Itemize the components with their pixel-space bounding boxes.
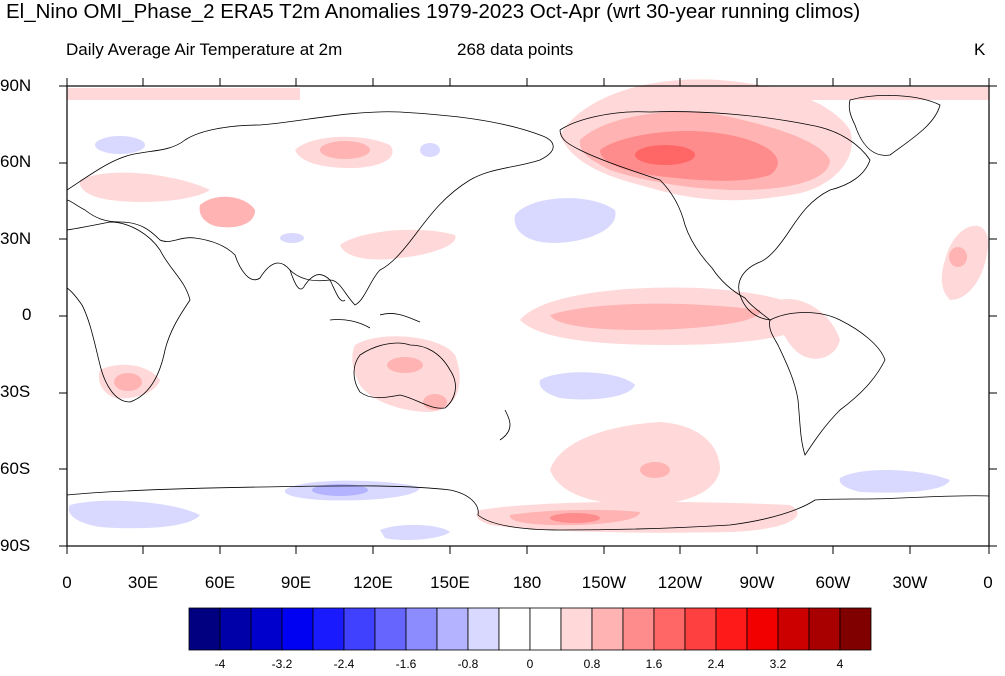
colorbar-swatch [467, 607, 500, 651]
colorbar-tick-label: 1.6 [645, 657, 663, 671]
map-title: El_Nino OMI_Phase_2 ERA5 T2m Anomalies 1… [6, 0, 861, 23]
lon-label-180: 180 [512, 573, 542, 592]
colorbar-tick-label: 2.4 [707, 657, 725, 671]
lon-label-150e: 150E [430, 573, 470, 592]
colorbar-tick-label: -3.2 [271, 657, 293, 671]
colorbar-tick-label: -0.8 [457, 657, 479, 671]
colorbar-tick-label: 0 [526, 657, 534, 671]
colorbar-swatch [839, 607, 872, 651]
axis-ticks [59, 78, 997, 554]
lat-label-eq: 0 [22, 305, 32, 324]
units-label: K [974, 40, 986, 59]
colorbar-tick-label: -1.6 [395, 657, 417, 671]
colorbar-swatch [684, 607, 717, 651]
lon-label-0: 0 [62, 573, 72, 592]
colorbar-tick-label: 0.8 [583, 657, 601, 671]
colorbar-swatch [374, 607, 407, 651]
colorbar-swatch [188, 607, 221, 651]
colorbar-swatch [219, 607, 252, 651]
lat-label-60s: 60S [0, 459, 31, 478]
lat-label-60n: 60N [0, 152, 32, 171]
anomaly-field [67, 79, 989, 540]
colorbar-swatch [591, 607, 624, 651]
lon-label-150w: 150W [581, 573, 627, 592]
colorbar-swatch [281, 607, 314, 651]
lon-label-90e: 90E [280, 573, 312, 592]
lat-label-30s: 30S [0, 382, 31, 401]
colorbar-swatch [746, 607, 779, 651]
colorbar-swatch [653, 607, 686, 651]
colorbar-swatch [405, 607, 438, 651]
lon-label-60e: 60E [204, 573, 236, 592]
coastlines [66, 95, 990, 531]
colorbar-swatch [560, 607, 593, 651]
colorbar-swatch [343, 607, 376, 651]
lat-label-30n: 30N [0, 229, 32, 248]
colorbar-swatch [777, 607, 810, 651]
map-subtitle: Daily Average Air Temperature at 2m [66, 40, 343, 59]
lon-label-90w: 90W [739, 573, 775, 592]
lon-label-30e: 30E [127, 573, 159, 592]
colorbar-swatch [312, 607, 345, 651]
colorbar-swatch [250, 607, 283, 651]
lat-label-90s: 90S [0, 536, 31, 555]
lat-label-90n: 90N [0, 76, 32, 95]
colorbar [188, 607, 872, 651]
colorbar-tick-label: -4 [214, 657, 226, 671]
lon-label-60w: 60W [815, 573, 851, 592]
data-count: 268 data points [457, 40, 574, 59]
colorbar-swatch [529, 607, 562, 651]
colorbar-swatch [808, 607, 841, 651]
colorbar-swatch [622, 607, 655, 651]
colorbar-swatch [436, 607, 469, 651]
colorbar-tick-label: 3.2 [769, 657, 787, 671]
lon-label-120e: 120E [353, 573, 393, 592]
lon-label-120w: 120W [657, 573, 703, 592]
colorbar-tick-label: -2.4 [333, 657, 355, 671]
lon-label-360: 0 [983, 573, 993, 592]
colorbar-swatch [498, 607, 531, 651]
colorbar-tick-label: 4 [836, 657, 844, 671]
lon-label-30w: 30W [892, 573, 928, 592]
colorbar-swatch [715, 607, 748, 651]
